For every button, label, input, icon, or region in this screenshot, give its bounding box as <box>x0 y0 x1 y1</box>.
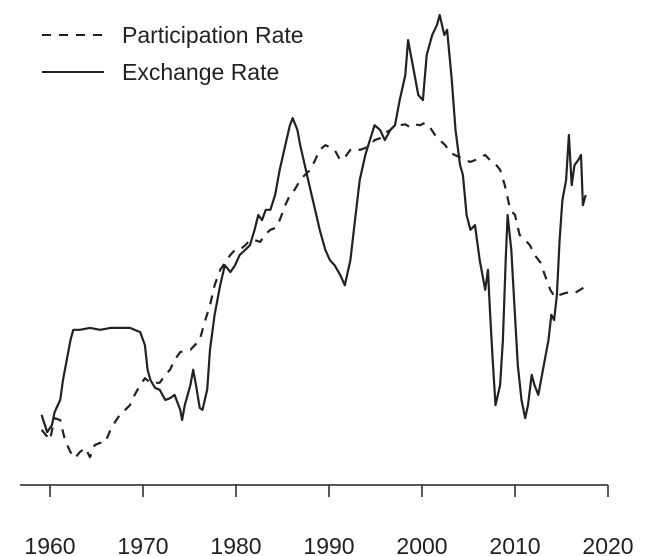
series-line-exchange-rate <box>40 13 587 434</box>
legend: Participation Rate Exchange Rate <box>42 22 304 85</box>
x-tick-label: 2020 <box>582 533 633 556</box>
x-tick-label: 2000 <box>396 533 447 556</box>
x-tick-label: 1990 <box>303 533 354 556</box>
x-axis: 1960 1970 1980 1990 2000 2010 2020 <box>20 484 634 556</box>
x-tick-label: 1960 <box>24 533 75 556</box>
series-line-participation-rate <box>40 121 586 460</box>
x-tick-label: 1980 <box>210 533 261 556</box>
legend-label-exchange-rate: Exchange Rate <box>122 59 279 85</box>
x-tick-label: 2010 <box>489 533 540 556</box>
legend-label-participation-rate: Participation Rate <box>122 22 304 48</box>
x-tick-label: 1970 <box>117 533 168 556</box>
